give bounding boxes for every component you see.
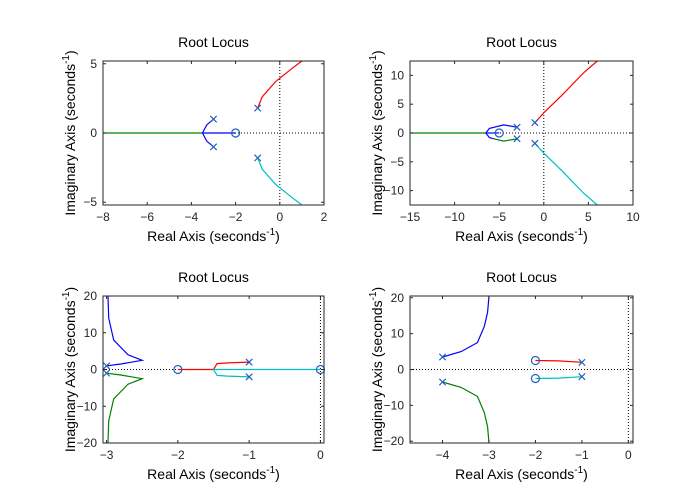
y-axis-label: Imaginary Axis (seconds-1) xyxy=(368,287,385,452)
y-tick-label: 20 xyxy=(84,289,98,303)
locus-branch-3 xyxy=(535,359,582,363)
x-tick-label: 5 xyxy=(585,210,592,224)
chart-title: Root Locus xyxy=(486,269,557,285)
pole-marker xyxy=(578,373,586,381)
y-tick-label: 10 xyxy=(84,326,98,340)
x-tick-label: −4 xyxy=(436,448,450,462)
y-tick-label: 10 xyxy=(391,68,405,82)
y-tick-label: 0 xyxy=(397,126,404,140)
subplot-1: −8 −6 −4 −2 0 2 −5 0 5 Root Locus Real Axis (secon… xyxy=(61,34,328,244)
zero-marker xyxy=(530,373,541,384)
y-axis-label: Imaginary Axis (seconds-1) xyxy=(61,287,78,452)
pole-marker xyxy=(513,135,521,143)
pole-marker xyxy=(245,373,253,381)
y-tick-label: −20 xyxy=(384,434,405,448)
x-tick-label: 10 xyxy=(626,210,640,224)
pole-marker xyxy=(254,154,262,162)
y-axis-label: Imaginary Axis (seconds-1) xyxy=(61,50,78,215)
pole-marker xyxy=(438,353,447,361)
x-axis-label: Real Axis (seconds-1) xyxy=(455,227,588,244)
pole-marker xyxy=(245,358,253,366)
zero-marker xyxy=(231,128,241,138)
locus-branch-1 xyxy=(442,295,490,358)
pole-marker xyxy=(578,358,586,366)
x-tick-label: 0 xyxy=(625,448,632,462)
x-tick-label: −2 xyxy=(171,448,185,462)
x-tick-label: 0 xyxy=(276,210,283,224)
locus-branch-3 xyxy=(177,361,250,371)
y-tick-label: −5 xyxy=(390,155,404,169)
pole-marker xyxy=(209,143,218,151)
chart-title: Root Locus xyxy=(178,269,249,285)
x-tick-label: −3 xyxy=(482,448,496,462)
x-tick-label: −2 xyxy=(229,210,243,224)
pole-marker xyxy=(531,119,539,127)
pole-marker xyxy=(254,104,262,112)
locus-branch-4 xyxy=(212,368,321,378)
locus-branch-2 xyxy=(106,372,145,444)
zero-marker xyxy=(494,128,504,138)
subplot-2: −15 −10 −5 0 5 10 −10 −5 0 5 10 Root Locus Real Axis… xyxy=(368,34,640,244)
locus-branch-2 xyxy=(442,381,490,444)
locus-branch-4 xyxy=(535,376,582,380)
pole-marker xyxy=(438,378,447,386)
x-tick-label: −4 xyxy=(185,210,199,224)
x-tick-label: 2 xyxy=(321,210,328,224)
locus-branch-1 xyxy=(534,60,598,124)
x-axis-label: Real Axis (seconds-1) xyxy=(147,227,280,244)
y-tick-label: 5 xyxy=(397,97,404,111)
pole-marker xyxy=(513,123,521,131)
locus-branch-2 xyxy=(534,142,598,206)
x-axis-label: Real Axis (seconds-1) xyxy=(147,465,280,482)
x-axis-label: Real Axis (seconds-1) xyxy=(455,465,588,482)
pole-marker xyxy=(102,369,111,377)
y-tick-label: −20 xyxy=(77,436,98,450)
x-tick-label: 0 xyxy=(540,210,547,224)
y-axis-label: Imaginary Axis (seconds-1) xyxy=(368,50,385,215)
pole-marker xyxy=(209,115,218,123)
zero-marker xyxy=(173,364,183,375)
x-tick-label: −5 xyxy=(492,210,506,224)
x-tick-label: −2 xyxy=(529,448,543,462)
y-tick-label: −10 xyxy=(384,398,405,412)
x-tick-label: −1 xyxy=(575,448,589,462)
locus-branch-1 xyxy=(106,295,145,367)
y-tick-label: −5 xyxy=(83,195,97,209)
pole-marker xyxy=(102,362,111,370)
x-tick-label: 0 xyxy=(317,448,324,462)
locus-branch-3 xyxy=(485,124,518,140)
y-tick-label: −10 xyxy=(77,399,98,413)
x-tick-label: −10 xyxy=(444,210,465,224)
y-tick-label: 20 xyxy=(391,291,405,305)
locus-branch-4 xyxy=(493,138,518,142)
y-tick-label: 0 xyxy=(90,363,97,377)
x-tick-label: −6 xyxy=(140,210,154,224)
x-tick-label: −8 xyxy=(96,210,110,224)
zero-marker xyxy=(530,355,541,366)
y-tick-label: 0 xyxy=(90,126,97,140)
x-tick-label: −3 xyxy=(100,448,114,462)
y-tick-label: −10 xyxy=(384,184,405,198)
y-tick-label: 5 xyxy=(90,57,97,71)
locus-branch-2 xyxy=(257,157,303,206)
x-tick-label: −15 xyxy=(400,210,421,224)
pole-marker xyxy=(531,139,539,147)
x-tick-label: −1 xyxy=(242,448,256,462)
y-tick-label: 10 xyxy=(391,327,405,341)
chart-title: Root Locus xyxy=(178,34,249,50)
y-tick-label: 0 xyxy=(397,363,404,377)
chart-title: Root Locus xyxy=(486,34,557,50)
locus-branch-1 xyxy=(257,60,303,109)
